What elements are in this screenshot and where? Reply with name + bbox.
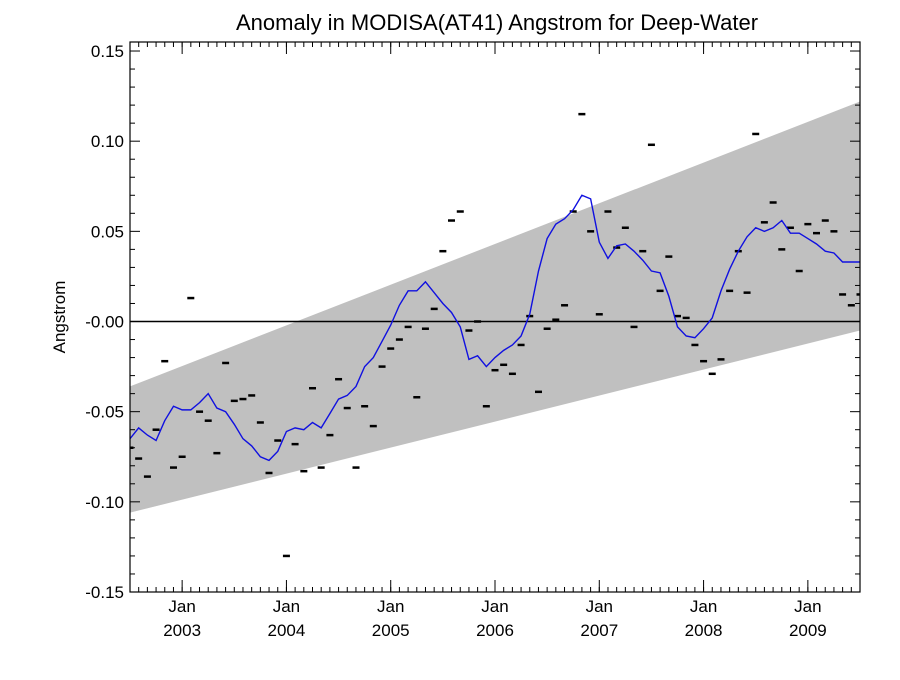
x-tick-year-label: 2009 — [789, 621, 827, 640]
y-axis-label: Angstrom — [50, 281, 69, 354]
x-tick-year-label: 2005 — [372, 621, 410, 640]
trend-band — [130, 101, 860, 513]
x-tick-month-label: Jan — [377, 597, 404, 616]
smoothed-series-line — [130, 194, 860, 462]
plot-area: 0.15 0.10 0.05 -0.00 -0.05 -0.10 -0.15 Jan 2003 J… — [85, 41, 861, 640]
y-tick-label: -0.00 — [85, 313, 124, 332]
x-tick-year-label: 2003 — [163, 621, 201, 640]
chart-title: Anomaly in MODISA(AT41) Angstrom for Dee… — [236, 10, 758, 35]
y-tick-label: 0.10 — [91, 132, 124, 151]
x-tick-year-label: 2007 — [580, 621, 618, 640]
x-tick-month-label: Jan — [794, 597, 821, 616]
y-tick-label: 0.05 — [91, 222, 124, 241]
x-tick-year-label: 2004 — [268, 621, 306, 640]
x-tick-month-label: Jan — [586, 597, 613, 616]
y-tick-label: -0.15 — [85, 583, 124, 602]
x-tick-month-label: Jan — [168, 597, 195, 616]
y-tick-label: -0.10 — [85, 493, 124, 512]
x-tick-year-label: 2008 — [685, 621, 723, 640]
x-tick-month-label: Jan — [273, 597, 300, 616]
x-tick-month-label: Jan — [690, 597, 717, 616]
y-tick-label: 0.15 — [91, 42, 124, 61]
x-tick-month-label: Jan — [481, 597, 508, 616]
y-tick-label: -0.05 — [85, 403, 124, 422]
x-tick-year-label: 2006 — [476, 621, 514, 640]
